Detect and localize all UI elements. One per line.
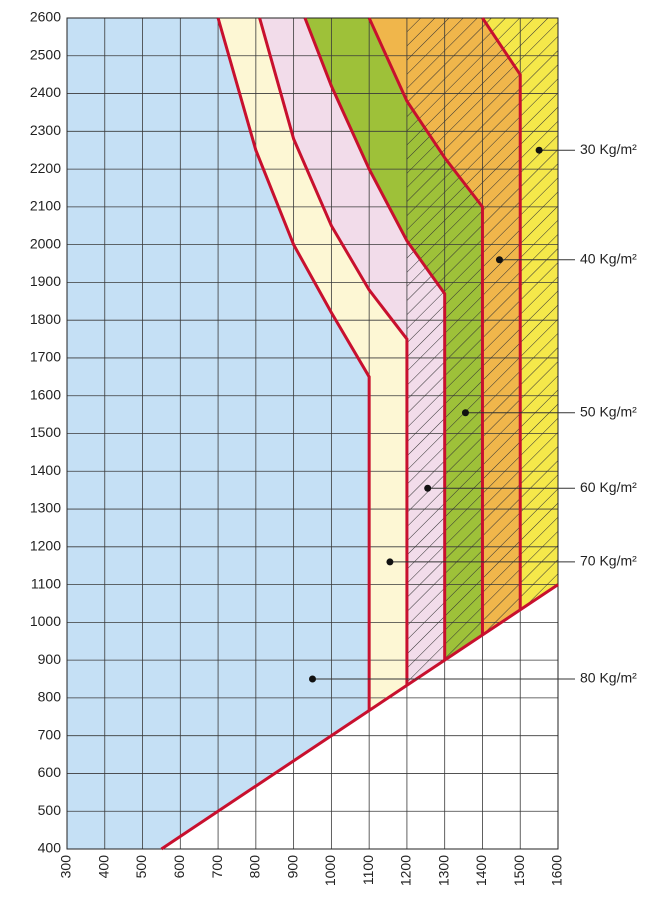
boundary-line xyxy=(303,17,447,661)
x-tick-label: 800 xyxy=(247,855,263,879)
annotation-dot xyxy=(495,256,503,264)
y-tick-label: 2500 xyxy=(30,46,61,62)
x-tick-label: 1000 xyxy=(322,855,338,886)
annotation-label: 70 Kg/m² xyxy=(580,553,637,569)
boundary-line xyxy=(216,17,371,711)
y-tick-label: 600 xyxy=(38,764,62,780)
annotation-label: 30 Kg/m² xyxy=(580,141,637,157)
y-tick-label: 400 xyxy=(38,840,62,856)
y-tick-label: 900 xyxy=(38,651,62,667)
boundary-line xyxy=(367,17,484,635)
x-tick-label: 900 xyxy=(284,855,300,879)
y-tick-label: 1300 xyxy=(30,500,61,516)
y-tick-label: 1900 xyxy=(30,273,61,289)
annotation-label: 80 Kg/m² xyxy=(580,670,637,686)
annotation-label: 60 Kg/m² xyxy=(580,479,637,495)
y-tick-label: 1400 xyxy=(30,462,61,478)
hatch-region xyxy=(406,240,445,686)
y-tick-label: 2300 xyxy=(30,122,61,138)
y-tick-label: 800 xyxy=(38,689,62,705)
annotation-dot xyxy=(535,146,543,154)
x-tick-label: 400 xyxy=(95,855,111,879)
y-tick-label: 700 xyxy=(38,726,62,742)
x-tick-label: 1100 xyxy=(360,855,376,885)
y-tick-label: 2600 xyxy=(30,9,61,25)
y-tick-label: 1500 xyxy=(30,424,61,440)
boundary-line xyxy=(258,17,409,686)
annotation-label: 40 Kg/m² xyxy=(580,250,637,266)
annotation-dot xyxy=(461,409,469,417)
x-tick-label: 500 xyxy=(133,855,149,879)
y-tick-label: 2100 xyxy=(30,198,61,214)
y-tick-label: 1000 xyxy=(30,613,61,629)
x-tick-label: 1400 xyxy=(473,855,489,886)
hatch-region xyxy=(406,18,521,635)
y-tick-label: 1600 xyxy=(30,386,61,402)
y-tick-label: 500 xyxy=(38,802,62,818)
x-tick-label: 700 xyxy=(209,855,225,879)
y-tick-label: 1800 xyxy=(30,311,61,327)
x-tick-label: 600 xyxy=(171,855,187,879)
y-tick-label: 1100 xyxy=(31,575,61,591)
y-tick-label: 1700 xyxy=(30,349,61,365)
annotation-dot xyxy=(309,675,316,683)
annotation-dot xyxy=(386,558,394,566)
y-tick-label: 1200 xyxy=(30,538,61,554)
x-tick-label: 1200 xyxy=(398,855,414,886)
diagonal-line xyxy=(160,583,559,851)
x-tick-label: 300 xyxy=(58,855,74,879)
x-tick-label: 1300 xyxy=(435,855,451,886)
annotation-label: 50 Kg/m² xyxy=(580,403,637,419)
x-tick-label: 1600 xyxy=(549,855,565,886)
y-tick-label: 2000 xyxy=(30,235,61,251)
plot-frame xyxy=(66,17,559,850)
annotation-dot xyxy=(424,484,432,492)
y-tick-label: 2200 xyxy=(30,160,61,176)
x-tick-label: 1500 xyxy=(511,855,527,886)
boundary-line xyxy=(481,17,522,610)
y-tick-label: 2400 xyxy=(30,84,61,100)
